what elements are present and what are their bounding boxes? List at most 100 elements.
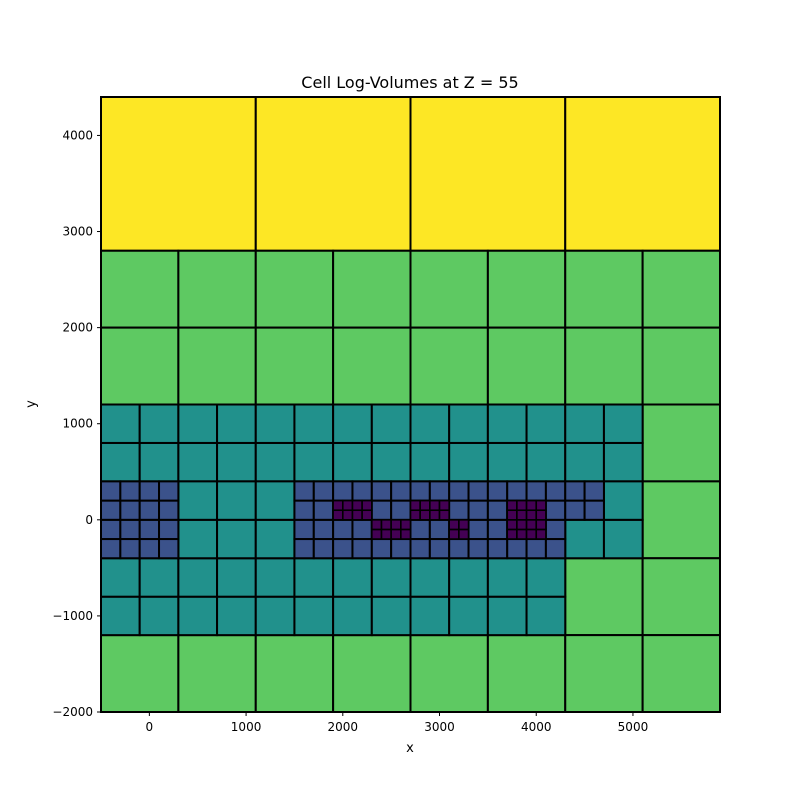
mesh-cell-level-0 (438, 499, 450, 512)
y-axis: −2000 −1000 0 1000 2000 3000 4000 (52, 128, 101, 719)
mesh-cell-level-0 (419, 499, 431, 512)
mesh-cell-level-2 (332, 403, 373, 444)
mesh-cell-level-2 (254, 403, 296, 444)
y-axis-label: y (24, 400, 39, 408)
mesh-cell-level-0 (506, 499, 518, 512)
mesh-cell-level-3 (332, 634, 412, 713)
mesh-cell-level-2 (216, 595, 257, 637)
mesh-cell-level-2 (177, 518, 219, 560)
mesh-cell-level-1 (332, 480, 354, 502)
mesh-cell-level-0 (332, 509, 344, 521)
mesh-cell-level-2 (138, 595, 180, 637)
mesh-cell-level-2 (100, 403, 141, 444)
mesh-cell-level-1 (525, 538, 547, 560)
mesh-cell-level-1 (525, 480, 547, 502)
mesh-cell-level-3 (177, 249, 257, 329)
mesh-cell-level-2 (486, 557, 528, 598)
mesh-cell-level-0 (390, 519, 402, 531)
mesh-cell-level-4 (100, 96, 257, 252)
mesh-cell-level-1 (486, 499, 509, 521)
mesh-cell-level-2 (177, 403, 219, 444)
mesh-cell-level-0 (525, 528, 538, 540)
mesh-cell-level-2 (409, 441, 451, 483)
mesh-cell-level-0 (380, 519, 392, 531)
mesh-cell-level-1 (293, 518, 315, 541)
mesh-cell-level-2 (448, 595, 489, 637)
mesh-cell-level-2 (216, 403, 257, 444)
mesh-cell-level-0 (371, 519, 383, 531)
mesh-cell-level-3 (486, 249, 567, 329)
mesh-cell-level-3 (332, 249, 412, 329)
mesh-cell-level-2 (138, 403, 180, 444)
mesh-cell-level-1 (138, 499, 161, 521)
mesh-cell-level-0 (535, 499, 547, 512)
mesh-cell-level-4 (564, 96, 721, 252)
mesh-cell-level-2 (254, 595, 296, 637)
mesh-cell-level-2 (177, 557, 219, 598)
mesh-cell-level-2 (254, 480, 296, 521)
mesh-cell-level-4 (409, 96, 567, 252)
mesh-cell-level-1 (486, 538, 509, 560)
mesh-cell-level-1 (138, 538, 161, 560)
mesh-cell-level-2 (370, 557, 412, 598)
mesh-cell-level-0 (361, 509, 373, 521)
mesh-cell-level-1 (119, 480, 141, 502)
mesh-cell-level-3 (641, 634, 721, 713)
mesh-cell-level-0 (380, 528, 392, 540)
mesh-cell-level-1 (564, 499, 586, 521)
mesh-cell-level-1 (583, 499, 605, 521)
mesh-cell-level-2 (177, 480, 219, 521)
mesh-cell-level-3 (100, 634, 180, 713)
mesh-cell-level-2 (332, 595, 373, 637)
mesh-cell-level-1 (544, 499, 567, 521)
chart-title: Cell Log-Volumes at Z = 55 (301, 73, 518, 92)
mesh-cell-level-2 (409, 403, 451, 444)
mesh-cell-level-0 (400, 519, 412, 531)
mesh-cell-level-2 (602, 518, 644, 560)
mesh-cell-level-1 (158, 518, 180, 541)
mesh-cell-level-3 (564, 557, 644, 637)
mesh-cell-level-2 (216, 441, 257, 483)
mesh-cell-level-2 (409, 557, 451, 598)
mesh-cell-level-1 (390, 480, 412, 502)
mesh-cell-level-2 (370, 441, 412, 483)
mesh-cell-level-2 (138, 441, 180, 483)
mesh-cell-level-2 (254, 557, 296, 598)
mesh-cell-level-3 (254, 249, 335, 329)
mesh-cell-level-3 (564, 634, 644, 713)
mesh-cell-level-1 (119, 499, 141, 521)
mesh-cell-level-1 (158, 480, 180, 502)
x-tick-label: 1000 (231, 720, 262, 734)
mesh-cell-level-2 (332, 441, 373, 483)
mesh-cell-level-1 (428, 538, 451, 560)
mesh-cell-level-0 (429, 509, 441, 521)
mesh-cell-level-0 (448, 528, 460, 540)
mesh-cell-level-0 (448, 519, 460, 531)
mesh-cell-level-1 (486, 480, 509, 502)
mesh-cell-level-2 (293, 595, 335, 637)
mesh-cell-level-1 (409, 518, 431, 541)
mesh-cell-level-0 (390, 528, 402, 540)
mesh-cell-level-2 (564, 518, 605, 560)
mesh-cell-level-1 (312, 499, 335, 521)
mesh-cell-level-1 (293, 499, 315, 521)
mesh-cell-level-3 (100, 326, 180, 406)
mesh-cell-level-0 (409, 509, 421, 521)
mesh-cell-level-2 (100, 557, 141, 598)
mesh-cell-level-1 (486, 518, 509, 541)
mesh-cell-level-2 (100, 441, 141, 483)
mesh-cell-level-3 (177, 634, 257, 713)
y-tick-label: 2000 (62, 321, 93, 335)
mesh-cell-level-1 (544, 518, 567, 541)
mesh-cell-level-2 (486, 595, 528, 637)
mesh-cell-level-0 (535, 519, 547, 531)
mesh-cell-level-0 (371, 528, 383, 540)
mesh-cell-level-1 (409, 480, 431, 502)
mesh-cell-level-2 (370, 595, 412, 637)
x-tick-label: 5000 (618, 720, 649, 734)
mesh-cell-level-2 (448, 557, 489, 598)
x-tick-label: 3000 (424, 720, 455, 734)
mesh-cell-level-3 (486, 634, 567, 713)
mesh-cell-level-3 (564, 249, 644, 329)
mesh-cell-level-3 (641, 326, 721, 406)
